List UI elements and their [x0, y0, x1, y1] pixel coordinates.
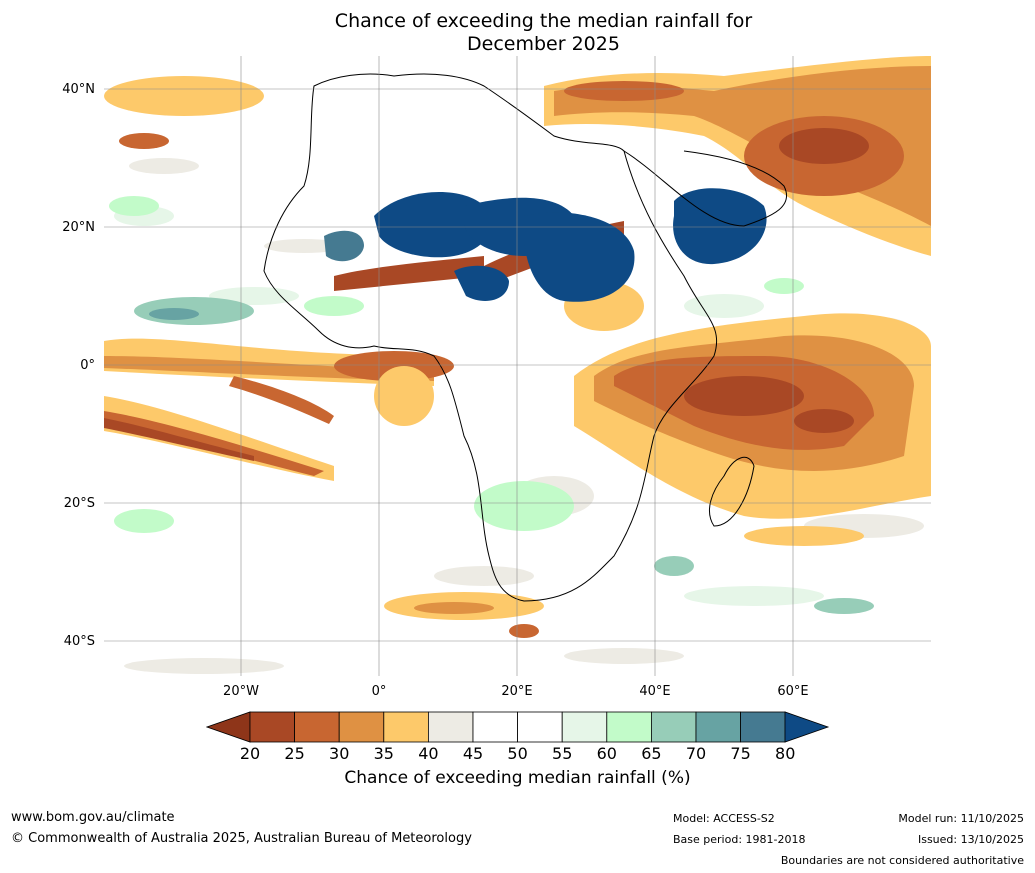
footer-issued: Issued: 13/10/2025 [917, 833, 1024, 846]
colorbar-tick-label: 80 [775, 744, 796, 763]
colorbar-tick-label: 70 [685, 744, 707, 763]
footer-copyright: © Commonwealth of Australia 2025, Austra… [11, 831, 472, 846]
footer-model-run: Model run: 11/10/2025 [898, 812, 1024, 825]
map-canvas [104, 56, 931, 676]
lon-label-0: 0° [371, 684, 387, 699]
wet-patches [109, 196, 931, 614]
colorbar-cell [517, 711, 563, 743]
colorbar-tick-label: 75 [730, 744, 751, 763]
dry-patches [104, 56, 931, 638]
lon-label-60e: 60°E [777, 684, 809, 699]
colorbar-svg [205, 711, 830, 743]
colorbar-cell [338, 711, 385, 743]
colorbar-tick-label: 30 [329, 744, 350, 763]
footer-model: Model: ACCESS-S2 [673, 812, 775, 825]
lat-label-20n: 20°N [62, 220, 95, 235]
lat-label-40s: 40°S [63, 634, 95, 649]
colorbar-cell [383, 711, 429, 743]
colorbar-tick-label: 50 [507, 744, 528, 763]
colorbar-tick-label: 65 [641, 744, 662, 763]
lat-label-40n: 40°N [62, 82, 95, 97]
colorbar-tick-label: 60 [596, 744, 617, 763]
colorbar-cell [472, 711, 518, 743]
colorbar [205, 711, 830, 747]
lat-label-20s: 20°S [63, 496, 95, 511]
title-line-2: December 2025 [467, 33, 620, 55]
colorbar-cell [427, 711, 474, 743]
colorbar-cell [695, 711, 741, 743]
colorbar-cell [294, 711, 340, 743]
title-line-1: Chance of exceeding the median rainfall … [334, 10, 753, 32]
colorbar-cell [650, 711, 697, 743]
colorbar-cells [249, 711, 786, 743]
rainfall-map [104, 56, 931, 676]
graticule [104, 56, 931, 676]
map-title: Chance of exceeding the median rainfall … [0, 10, 1035, 56]
colorbar-high-arrow [784, 711, 830, 743]
colorbar-cell [606, 711, 652, 743]
colorbar-tick-label: 45 [462, 744, 484, 763]
colorbar-label: Chance of exceeding median rainfall (%) [344, 768, 691, 788]
colorbar-tick-label: 55 [552, 744, 573, 763]
footer-disclaimer: Boundaries are not considered authoritat… [780, 854, 1024, 867]
footer-website: www.bom.gov.au/climate [11, 810, 175, 825]
colorbar-tick-label: 25 [284, 744, 305, 763]
colorbar-tick-label: 20 [239, 744, 261, 763]
colorbar-cell [249, 711, 295, 743]
footer-base-period: Base period: 1981-2018 [673, 833, 806, 846]
colorbar-cell [740, 711, 786, 743]
colorbar-cell [561, 711, 608, 743]
colorbar-tick-label: 40 [418, 744, 439, 763]
colorbar-low-arrow [205, 711, 251, 743]
lon-label-20e: 20°E [501, 684, 533, 699]
colorbar-tick-label: 35 [373, 744, 394, 763]
lat-label-0: 0° [80, 358, 95, 373]
lon-label-20w: 20°W [223, 684, 259, 699]
lon-label-40e: 40°E [639, 684, 671, 699]
